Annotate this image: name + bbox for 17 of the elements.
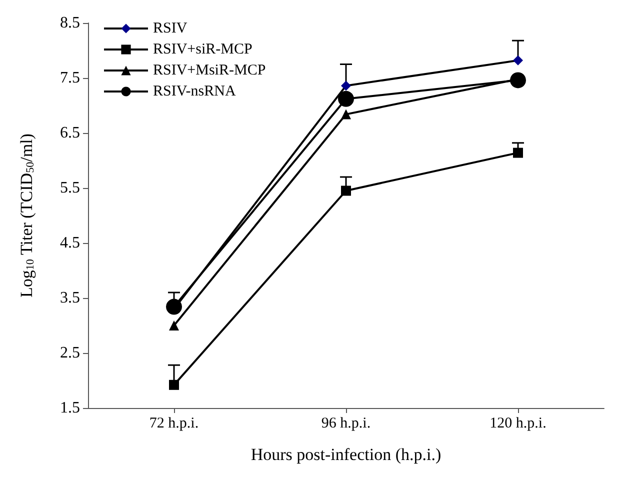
x-axis-title: Hours post-infection (h.p.i.)	[250, 445, 442, 464]
y-tick-label: 6.5	[60, 124, 80, 142]
y-tick-label: 7.5	[60, 70, 80, 86]
y-axis-title: Log10 Titer (TCID50/ml)	[17, 134, 36, 298]
y-tick-label: 1.5	[60, 400, 80, 416]
y-tick-label: 8.5	[60, 14, 80, 32]
x-tick-label: 120 h.p.i.	[490, 416, 546, 432]
legend-label: RSIV	[153, 20, 188, 36]
y-tick-label: 5.5	[60, 180, 80, 196]
y-tick-label: 4.5	[60, 234, 80, 252]
legend-label: RSIV+MsiR-MCP	[153, 62, 266, 78]
legend-label: RSIV-nsRNA	[153, 84, 236, 100]
x-tick-label: 96 h.p.i.	[321, 416, 371, 432]
x-tick-label: 72 h.p.i.	[149, 416, 199, 432]
y-tick-label: 3.5	[60, 290, 80, 306]
legend-label: RSIV+siR-MCP	[153, 42, 252, 58]
y-tick-label: 2.5	[60, 344, 80, 362]
